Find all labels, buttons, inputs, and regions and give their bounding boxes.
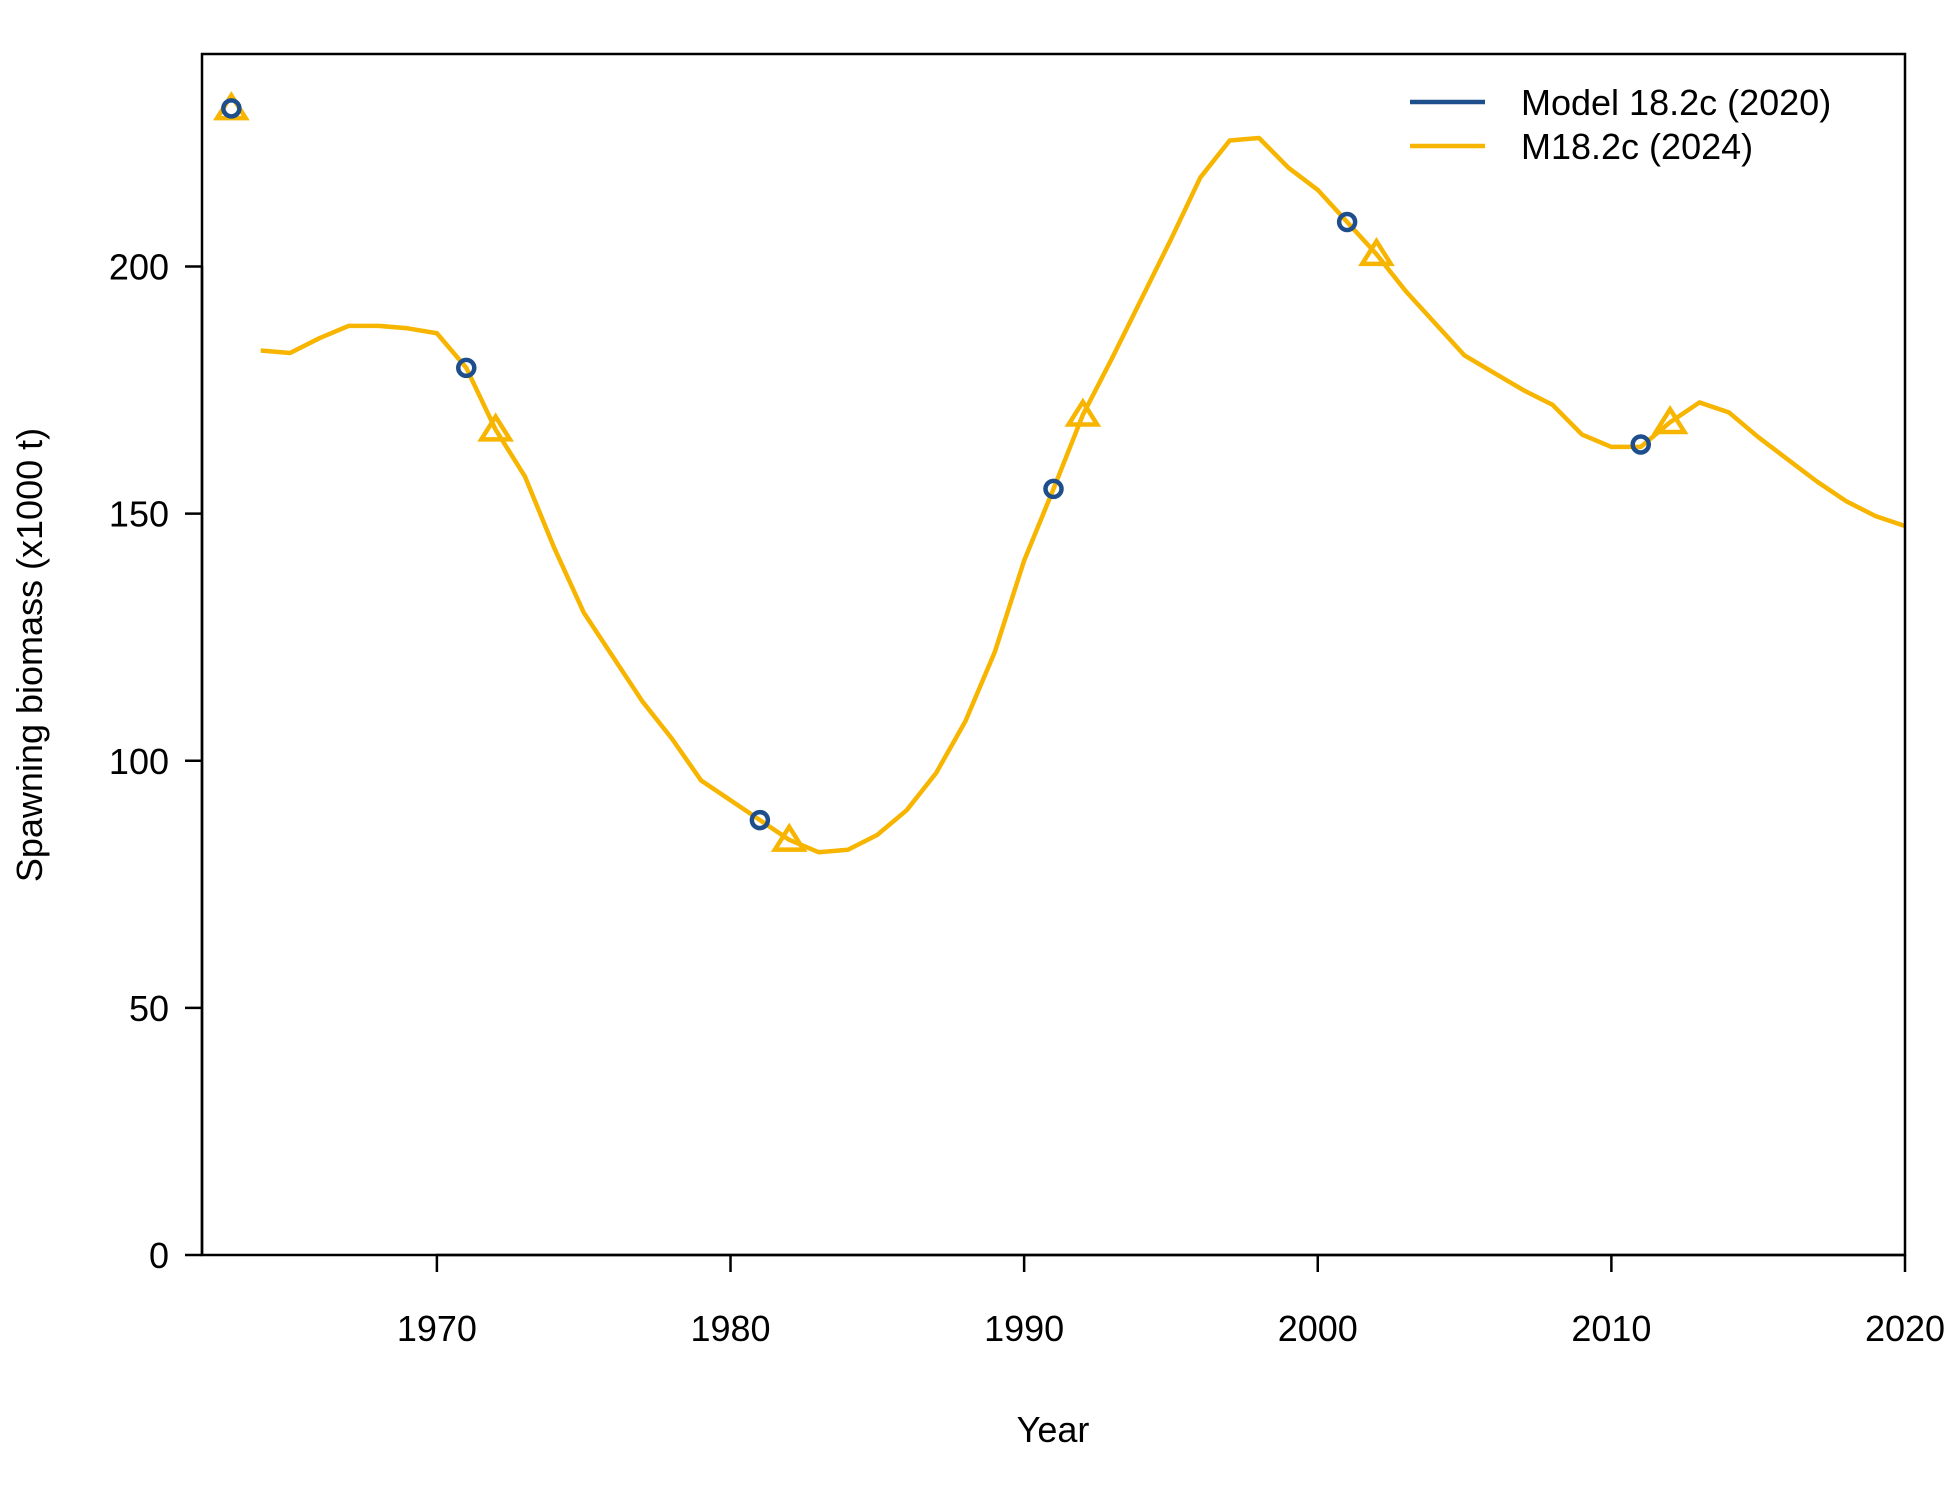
triangle-marker — [477, 412, 514, 442]
triangle-marker — [1651, 404, 1689, 435]
legend-label: M18.2c (2024) — [1521, 126, 1753, 167]
circle-marker — [1630, 434, 1651, 455]
y-tick-label: 100 — [109, 741, 169, 782]
plot-frame — [200, 52, 1907, 1257]
circle-marker — [1043, 478, 1064, 500]
legend-label: Model 18.2c (2020) — [1521, 82, 1831, 123]
x-axis: 1970 1980 1990 2000 2010 2020 — [397, 1253, 1945, 1349]
x-axis-title: Year — [1017, 1409, 1090, 1450]
y-tick-label: 200 — [109, 247, 169, 288]
y-tick-label: 0 — [149, 1235, 169, 1276]
triangle-marker — [770, 822, 808, 852]
x-tick-label: 2020 — [1865, 1308, 1945, 1349]
circle-marker — [456, 357, 477, 379]
triangle-marker — [1358, 236, 1395, 267]
circle-marker — [221, 98, 242, 119]
y-tick-label: 150 — [109, 494, 169, 535]
y-axis: 0 50 100 150 200 — [109, 247, 204, 1276]
x-tick-label: 1980 — [690, 1308, 770, 1349]
x-tick-label: 2010 — [1571, 1308, 1651, 1349]
x-tick-label: 1970 — [397, 1308, 477, 1349]
x-tick-label: 1990 — [984, 1308, 1064, 1349]
y-tick-label: 50 — [129, 988, 169, 1029]
triangle-marker — [1064, 397, 1102, 427]
y-axis-title: Spawning biomass (x1000 t) — [9, 428, 50, 882]
circle-marker — [1336, 211, 1358, 233]
circle-marker — [749, 809, 771, 831]
plot-area — [212, 91, 1906, 855]
x-tick-label: 2000 — [1278, 1308, 1358, 1349]
series-line-m18-2c-2024 — [260, 135, 1906, 855]
legend: Model 18.2c (2020)M18.2c (2024) — [1410, 82, 1831, 167]
